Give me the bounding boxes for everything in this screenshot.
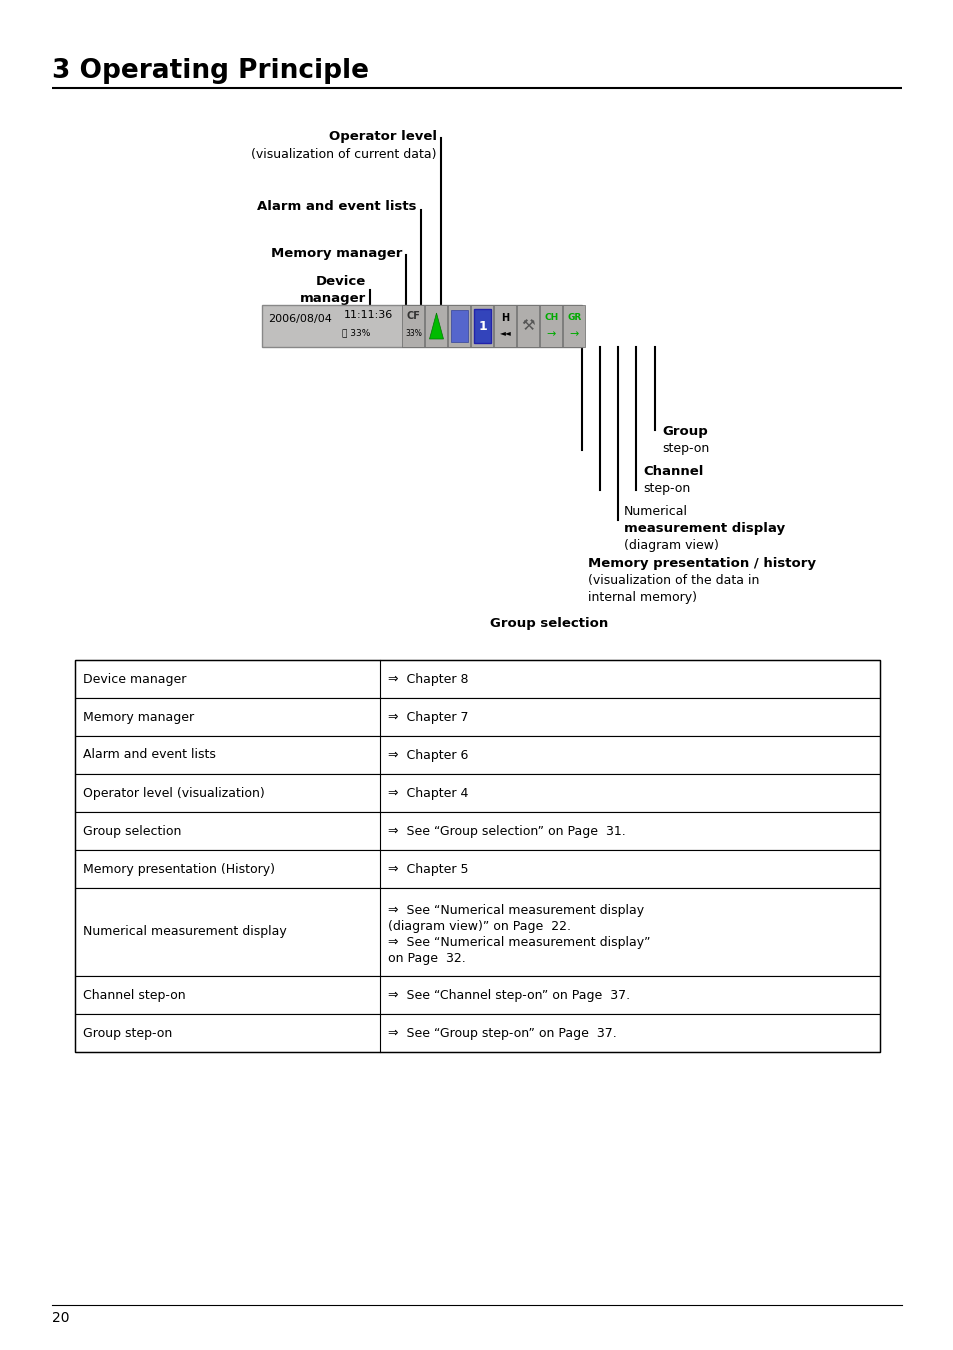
Bar	[262, 305, 581, 347]
Text: ⇒  See “Group step-on” on Page  37.: ⇒ See “Group step-on” on Page 37.	[388, 1026, 616, 1040]
Bar	[494, 305, 516, 347]
Text: Operator level: Operator level	[329, 130, 436, 143]
Bar	[75, 811, 879, 850]
Text: Group step-on: Group step-on	[83, 1026, 172, 1040]
Text: Channel: Channel	[642, 464, 702, 478]
Text: ⇒  See “Numerical measurement display”: ⇒ See “Numerical measurement display”	[388, 936, 650, 949]
Text: Memory presentation / history: Memory presentation / history	[587, 558, 815, 570]
Text: Device: Device	[315, 275, 366, 288]
Text: CF: CF	[406, 310, 420, 321]
Bar	[517, 305, 538, 347]
Text: ⚒: ⚒	[521, 319, 535, 333]
Bar	[448, 305, 470, 347]
Text: 11:11:36: 11:11:36	[344, 310, 393, 320]
Text: 2006/08/04: 2006/08/04	[268, 315, 332, 324]
Bar	[75, 976, 879, 1014]
Polygon shape	[429, 313, 443, 339]
Text: CH: CH	[544, 313, 558, 323]
Text: step-on: step-on	[661, 441, 708, 455]
Bar	[75, 660, 879, 1052]
Text: Memory presentation (History): Memory presentation (History)	[83, 863, 274, 876]
Bar	[471, 305, 493, 347]
Text: →: →	[546, 329, 556, 339]
Bar	[75, 888, 879, 976]
Text: Device manager: Device manager	[83, 672, 186, 686]
Text: ⚿ 33%: ⚿ 33%	[341, 328, 370, 338]
Text: GR: GR	[567, 313, 581, 323]
Text: ⇒  See “Numerical measurement display: ⇒ See “Numerical measurement display	[388, 904, 643, 917]
Bar	[451, 310, 468, 342]
Bar	[75, 774, 879, 811]
Bar	[75, 1014, 879, 1052]
Bar	[75, 698, 879, 736]
Text: Group selection: Group selection	[490, 617, 608, 630]
Text: ⇒  See “Group selection” on Page  31.: ⇒ See “Group selection” on Page 31.	[388, 825, 625, 837]
Text: Memory manager: Memory manager	[83, 710, 193, 724]
Text: Channel step-on: Channel step-on	[83, 988, 186, 1002]
Text: Alarm and event lists: Alarm and event lists	[257, 200, 416, 213]
Bar	[75, 736, 879, 774]
Text: ⇒  Chapter 7: ⇒ Chapter 7	[388, 710, 468, 724]
Text: Group selection: Group selection	[83, 825, 181, 837]
Text: 33%: 33%	[405, 328, 421, 338]
Bar	[562, 305, 584, 347]
Text: Alarm and event lists: Alarm and event lists	[83, 748, 215, 761]
Text: 20: 20	[52, 1311, 70, 1324]
Text: Group: Group	[661, 425, 707, 437]
Text: ⇒  Chapter 6: ⇒ Chapter 6	[388, 748, 468, 761]
Text: (diagram view)” on Page  22.: (diagram view)” on Page 22.	[388, 919, 571, 933]
Text: (visualization of current data): (visualization of current data)	[252, 148, 436, 161]
Text: ⇒  Chapter 8: ⇒ Chapter 8	[388, 672, 468, 686]
Text: (diagram view): (diagram view)	[623, 539, 719, 552]
Bar	[401, 305, 423, 347]
Text: ⇒  See “Channel step-on” on Page  37.: ⇒ See “Channel step-on” on Page 37.	[388, 988, 630, 1002]
Text: on Page  32.: on Page 32.	[388, 952, 465, 964]
Text: →: →	[569, 329, 578, 339]
Text: manager: manager	[299, 292, 366, 305]
Bar	[424, 305, 447, 347]
Text: ◄◄: ◄◄	[499, 328, 511, 338]
Text: internal memory): internal memory)	[587, 591, 697, 603]
Bar	[474, 309, 491, 343]
Text: ⇒  Chapter 4: ⇒ Chapter 4	[388, 787, 468, 799]
Text: 1: 1	[477, 320, 486, 332]
Text: measurement display: measurement display	[623, 522, 784, 535]
Text: Operator level (visualization): Operator level (visualization)	[83, 787, 265, 799]
Text: step-on: step-on	[642, 482, 690, 495]
Text: 3 Operating Principle: 3 Operating Principle	[52, 58, 369, 84]
Text: Memory manager: Memory manager	[271, 247, 401, 261]
Text: H: H	[501, 313, 509, 323]
Text: ⇒  Chapter 5: ⇒ Chapter 5	[388, 863, 468, 876]
Bar	[75, 850, 879, 888]
Bar	[539, 305, 561, 347]
Text: Numerical measurement display: Numerical measurement display	[83, 926, 287, 938]
Bar	[75, 660, 879, 698]
Text: (visualization of the data in: (visualization of the data in	[587, 574, 759, 587]
Text: Numerical: Numerical	[623, 505, 687, 518]
